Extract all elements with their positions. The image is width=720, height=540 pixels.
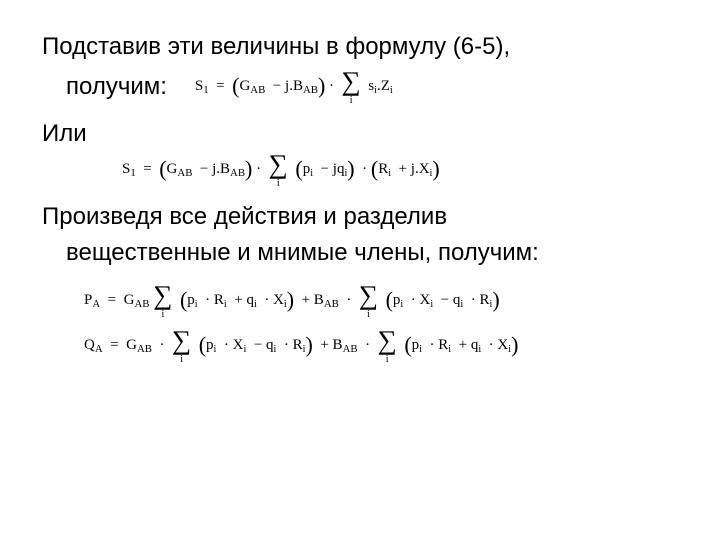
- eqQ-sum2-sub: i: [378, 355, 397, 365]
- eq2-G: G: [167, 161, 178, 177]
- intro-line-2-row: получим: S1 = (GAB − j.BAB) · ∑ i si.Zi: [42, 68, 678, 105]
- eq2-sum: ∑ i: [269, 151, 288, 188]
- eq1-lhs: S: [195, 78, 203, 94]
- eq2-B-sub: AB: [230, 167, 245, 179]
- eqQ-lhs: Q: [84, 337, 95, 353]
- eqP-sum1-sub: i: [153, 310, 172, 320]
- eq1-B: B: [293, 78, 303, 94]
- eqP-p2-sub: i: [400, 299, 403, 310]
- eqP-sum2: ∑ i: [359, 282, 378, 319]
- eqP-X2-sub: i: [430, 299, 433, 310]
- eqP-R2: R: [479, 292, 489, 308]
- eq1-lhs-sub: 1: [203, 84, 208, 96]
- sigma-icon: ∑: [378, 327, 397, 354]
- eq2-j3: j: [411, 161, 415, 177]
- eq2-R-sub: i: [388, 168, 391, 179]
- intro-line-1: Подставив эти величины в формулу (6-5),: [42, 32, 678, 62]
- eq1-s-sub: i: [374, 85, 377, 96]
- equation-2-row: S1 = (GAB − j.BAB) · ∑ i (pi − jqi) · (R…: [122, 151, 678, 188]
- eqP-q1: q: [246, 292, 254, 308]
- eqP-R1: R: [214, 292, 224, 308]
- sigma-icon: ∑: [359, 282, 378, 309]
- eqP-sum2-sub: i: [359, 310, 378, 320]
- eq2-B: B: [220, 161, 230, 177]
- eq2-R: R: [378, 161, 388, 177]
- equation-QA-row: QA = GAB · ∑ i (pi · Xi − qi · Ri) + BAB…: [84, 327, 678, 364]
- eqP-p1: p: [187, 292, 195, 308]
- eqQ-sum2: ∑ i: [378, 327, 397, 364]
- para2-line-1: Произведя все действия и разделив: [42, 202, 678, 232]
- eqQ-q2-sub: i: [478, 344, 481, 355]
- eq1-B-sub: AB: [303, 84, 318, 96]
- eqQ-X1-sub: i: [243, 344, 246, 355]
- sigma-icon: ∑: [342, 68, 361, 95]
- eq2-j1: j: [212, 161, 216, 177]
- eqQ-R1: R: [293, 337, 303, 353]
- eq2-lhs-sub: 1: [130, 167, 135, 179]
- eqQ-p1: p: [206, 337, 214, 353]
- equation-2: S1 = (GAB − j.BAB) · ∑ i (pi − jqi) · (R…: [122, 151, 440, 188]
- eqQ-X1: X: [233, 337, 244, 353]
- eqQ-R2: R: [438, 337, 448, 353]
- eqP-q2-sub: i: [460, 299, 463, 310]
- eqP-G-sub: AB: [134, 298, 149, 310]
- sigma-icon: ∑: [153, 282, 172, 309]
- eqQ-p2-sub: i: [419, 344, 422, 355]
- eqQ-q1-sub: i: [274, 344, 277, 355]
- equation-QA: QA = GAB · ∑ i (pi · Xi − qi · Ri) + BAB…: [84, 327, 518, 364]
- equation-1: S1 = (GAB − j.BAB) · ∑ i si.Zi: [195, 68, 393, 105]
- eq1-j: j: [285, 78, 289, 94]
- eqP-X1: X: [273, 292, 284, 308]
- eqP-B: B: [314, 292, 324, 308]
- or-word: Или: [42, 119, 678, 149]
- eqQ-X2: X: [497, 337, 508, 353]
- eqP-G: G: [124, 292, 135, 308]
- equation-PA-row: PA = GAB ∑ i (pi · Ri + qi · Xi) + BAB ·…: [84, 282, 678, 319]
- sigma-icon: ∑: [172, 327, 191, 354]
- eq2-X: X: [419, 161, 430, 177]
- eq1-sum-sub: i: [342, 96, 361, 106]
- eqQ-G: G: [126, 337, 137, 353]
- eqQ-R2-sub: i: [448, 344, 451, 355]
- eq2-p-sub: i: [310, 168, 313, 179]
- eqQ-G-sub: AB: [137, 343, 152, 355]
- eqP-q1-sub: i: [254, 299, 257, 310]
- eq2-G-sub: AB: [177, 167, 192, 179]
- eq1-sum: ∑ i: [342, 68, 361, 105]
- intro-line-2-prefix: получим:: [66, 72, 167, 102]
- eq1-G: G: [239, 78, 250, 94]
- para2-line-2: вещественные и мнимые члены, получим:: [42, 238, 678, 268]
- eq1-Z-sub: i: [390, 85, 393, 96]
- eqQ-q1: q: [266, 337, 274, 353]
- eqP-sum1: ∑ i: [153, 282, 172, 319]
- eqQ-B: B: [333, 337, 343, 353]
- eq1-Z: Z: [381, 78, 390, 94]
- sigma-icon: ∑: [269, 151, 288, 178]
- eqQ-p1-sub: i: [214, 344, 217, 355]
- eqP-p1-sub: i: [195, 299, 198, 310]
- eq1-G-sub: AB: [250, 84, 265, 96]
- eqQ-sum1-sub: i: [172, 355, 191, 365]
- equation-PA: PA = GAB ∑ i (pi · Ri + qi · Xi) + BAB ·…: [84, 282, 500, 319]
- eqQ-sum1: ∑ i: [172, 327, 191, 364]
- eqP-X2: X: [419, 292, 430, 308]
- eqQ-B-sub: AB: [343, 343, 358, 355]
- slide-page: Подставив эти величины в формулу (6-5), …: [0, 0, 720, 540]
- eqP-lhs-sub: A: [92, 298, 100, 310]
- eqP-B-sub: AB: [324, 298, 339, 310]
- eqP-R1-sub: i: [224, 299, 227, 310]
- eq2-sum-sub: i: [269, 179, 288, 189]
- eqQ-lhs-sub: A: [95, 343, 103, 355]
